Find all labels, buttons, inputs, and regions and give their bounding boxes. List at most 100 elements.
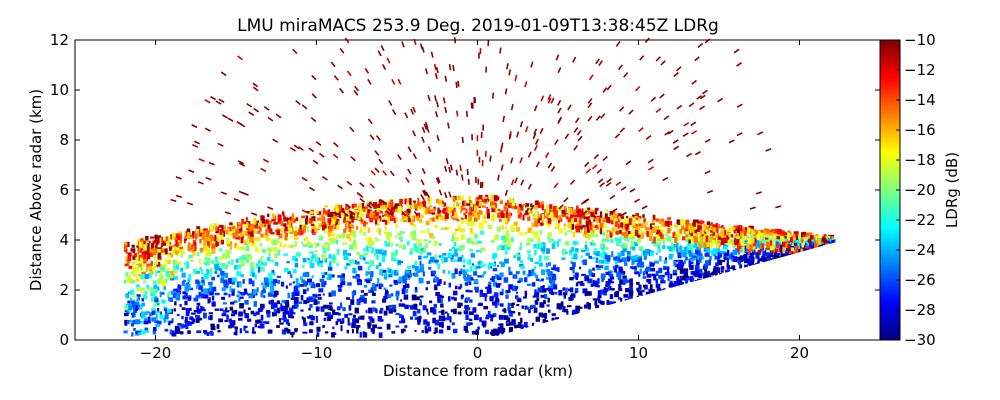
echo-pixel bbox=[352, 233, 356, 239]
echo-pixel bbox=[356, 324, 361, 328]
echo-pixel bbox=[531, 268, 535, 274]
echo-pixel bbox=[328, 221, 331, 225]
echo-pixel bbox=[237, 223, 240, 227]
echo-pixel bbox=[692, 253, 696, 256]
echo-pixel bbox=[595, 280, 599, 285]
echo-pixel bbox=[546, 268, 551, 275]
echo-pixel bbox=[685, 273, 688, 277]
echo-pixel bbox=[164, 318, 168, 323]
echo-pixel bbox=[544, 152, 550, 159]
echo-pixel bbox=[320, 272, 325, 275]
echo-pixel bbox=[724, 229, 727, 236]
echo-pixel bbox=[175, 288, 179, 293]
echo-pixel bbox=[131, 302, 136, 308]
echo-pixel bbox=[200, 293, 205, 299]
echo-pixel bbox=[422, 230, 426, 233]
echo-pixel bbox=[337, 275, 342, 278]
echo-pixel bbox=[717, 259, 723, 266]
echo-pixel bbox=[238, 297, 241, 302]
echo-pixel bbox=[546, 214, 549, 220]
echo-pixel bbox=[694, 151, 701, 156]
echo-pixel bbox=[268, 229, 273, 234]
echo-pixel bbox=[351, 322, 356, 329]
echo-pixel bbox=[346, 329, 349, 334]
echo-pixel bbox=[254, 220, 259, 225]
echo-pixel bbox=[382, 298, 387, 303]
echo-pixel bbox=[483, 271, 487, 275]
echo-pixel bbox=[460, 254, 465, 259]
echo-pixel bbox=[493, 292, 499, 298]
echo-pixel bbox=[238, 317, 243, 321]
echo-pixel bbox=[308, 147, 315, 153]
echo-pixel bbox=[386, 267, 390, 273]
echo-pixel bbox=[386, 231, 389, 235]
echo-pixel bbox=[259, 323, 265, 329]
echo-pixel bbox=[164, 308, 167, 312]
echo-pixel bbox=[703, 236, 706, 243]
echo-pixel bbox=[211, 295, 215, 301]
echo-pixel bbox=[679, 275, 682, 282]
echo-pixel bbox=[550, 291, 554, 296]
echo-pixel bbox=[588, 219, 591, 226]
echo-pixel bbox=[127, 241, 130, 248]
echo-pixel bbox=[181, 248, 185, 255]
echo-pixel bbox=[730, 234, 734, 238]
echo-pixel bbox=[474, 286, 479, 290]
echo-pixel bbox=[214, 308, 220, 311]
echo-pixel bbox=[518, 214, 521, 217]
echo-pixel bbox=[383, 310, 388, 316]
echo-pixel bbox=[382, 269, 387, 273]
echo-pixel bbox=[243, 288, 248, 294]
echo-pixel bbox=[205, 236, 210, 240]
echo-pixel bbox=[430, 307, 435, 313]
echo-pixel bbox=[292, 281, 295, 284]
echo-pixel bbox=[276, 275, 282, 278]
echo-pixel bbox=[756, 253, 760, 259]
echo-pixel bbox=[496, 226, 502, 232]
echo-pixel bbox=[379, 310, 383, 314]
echo-pixel bbox=[388, 274, 393, 278]
echo-pixel bbox=[605, 271, 611, 276]
echo-pixel bbox=[235, 258, 239, 263]
echo-pixel bbox=[468, 290, 473, 293]
echo-pixel bbox=[293, 237, 299, 240]
echo-pixel bbox=[533, 105, 538, 112]
echo-pixel bbox=[660, 278, 665, 281]
echo-pixel bbox=[642, 276, 646, 279]
echo-pixel bbox=[454, 285, 458, 290]
echo-pixel bbox=[666, 235, 672, 242]
echo-pixel bbox=[271, 213, 275, 220]
echo-pixel bbox=[305, 215, 309, 221]
echo-pixel bbox=[164, 328, 169, 332]
echo-pixel bbox=[614, 259, 618, 265]
echo-pixel bbox=[638, 235, 641, 242]
echo-pixel bbox=[731, 255, 735, 259]
echo-pixel bbox=[692, 222, 695, 226]
echo-pixel bbox=[315, 258, 319, 262]
echo-pixel bbox=[284, 226, 288, 232]
echo-pixel bbox=[455, 169, 459, 176]
echo-pixel bbox=[454, 236, 459, 242]
echo-pixel bbox=[749, 206, 756, 210]
echo-pixel bbox=[537, 243, 541, 249]
echo-pixel bbox=[454, 200, 458, 203]
echo-pixel bbox=[464, 200, 467, 207]
echo-pixel bbox=[551, 267, 556, 270]
echo-pixel bbox=[757, 230, 761, 236]
echo-pixel bbox=[631, 214, 637, 218]
echo-pixel bbox=[421, 330, 424, 333]
echo-pixel bbox=[685, 234, 689, 238]
echo-pixel bbox=[185, 308, 190, 314]
echo-pixel bbox=[639, 262, 645, 268]
echo-pixel bbox=[611, 251, 614, 258]
echo-pixel bbox=[625, 160, 632, 166]
echo-pixel bbox=[385, 242, 390, 247]
echo-pixel bbox=[441, 315, 446, 322]
echo-pixel bbox=[697, 237, 702, 242]
echo-pixel bbox=[140, 311, 146, 318]
echo-pixel bbox=[208, 291, 214, 296]
echo-pixel bbox=[179, 232, 182, 237]
echo-pixel bbox=[622, 275, 627, 279]
echo-pixel bbox=[203, 262, 209, 266]
echo-pixel bbox=[124, 312, 129, 317]
